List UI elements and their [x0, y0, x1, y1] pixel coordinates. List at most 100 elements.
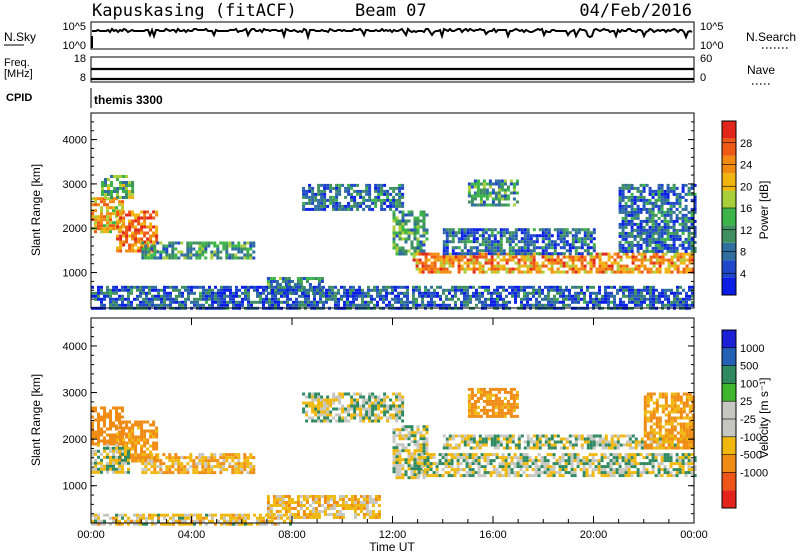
velocity-cell-1 [146, 441, 150, 445]
velocity-cell-7 [495, 453, 499, 457]
power-cell-8 [454, 231, 458, 235]
power-cell-5 [344, 204, 348, 208]
power-cell-0 [100, 200, 103, 204]
power-cell-7 [523, 270, 527, 274]
power-cell-3 [128, 181, 132, 184]
power-cell-11 [133, 285, 136, 289]
power-cell-11 [550, 300, 553, 304]
velocity-cell-4 [305, 516, 309, 519]
power-cell-11 [421, 300, 424, 304]
velocity-cell-4 [290, 513, 294, 516]
power-cell-10 [660, 204, 664, 208]
power-cell-11 [313, 303, 316, 307]
power-cell-11 [583, 300, 586, 304]
power-cell-3 [110, 175, 113, 178]
power-cell-7 [550, 258, 554, 262]
power-cell-8 [487, 252, 491, 256]
power-cell-7 [598, 264, 602, 268]
power-cell-11 [139, 300, 142, 304]
power-cell-7 [655, 261, 659, 265]
power-cell-11 [337, 291, 340, 295]
velocity-cell-6 [410, 467, 414, 471]
power-cell-7 [664, 258, 668, 262]
power-cell-11 [547, 300, 550, 304]
velocity-cell-2 [195, 465, 199, 469]
power-cell-10 [636, 228, 640, 232]
power-cell-6 [392, 213, 396, 217]
power-cell-11 [649, 303, 652, 307]
power-cell-8 [499, 228, 503, 232]
power-cell-11 [259, 297, 262, 301]
power-cell-10 [663, 219, 667, 223]
power-cell-7 [571, 267, 575, 271]
power-cell-7 [442, 258, 446, 262]
power-cell-5 [359, 192, 363, 196]
power-cell-11 [157, 291, 160, 295]
power-cell-11 [496, 297, 499, 301]
power-cell-8 [550, 246, 554, 250]
velocity-cell-4 [335, 501, 339, 504]
power-cell-10 [678, 237, 682, 241]
velocity-cell-5 [368, 416, 372, 420]
power-cell-10 [654, 228, 658, 232]
power-cell-11 [181, 303, 184, 307]
power-cell-4 [311, 277, 315, 280]
power-cell-7 [490, 267, 494, 271]
velocity-cell-5 [326, 395, 330, 399]
power-cell-10 [648, 228, 652, 232]
power-cell-11 [514, 288, 517, 292]
power-cell-8 [523, 243, 527, 247]
power-cell-11 [550, 288, 553, 292]
power-cell-7 [526, 255, 530, 259]
velocity-cell-1 [143, 441, 147, 445]
velocity-cell-7 [465, 465, 469, 469]
power-cell-9 [473, 179, 477, 183]
power-cell-0 [109, 200, 112, 204]
power-cell-7 [625, 270, 629, 274]
power-cell-7 [553, 258, 557, 262]
velocity-cell-7 [573, 459, 577, 463]
power-cell-10 [666, 198, 670, 202]
velocity-cell-7 [570, 471, 574, 475]
velocity-cell-5 [401, 401, 405, 405]
power-cell-11 [334, 285, 337, 289]
power-cell-11 [307, 303, 310, 307]
power-cell-8 [445, 243, 449, 247]
power-cell-11 [160, 300, 163, 304]
power-cell-7 [484, 258, 488, 262]
power-cell-11 [352, 288, 355, 292]
velocity-cell-1 [143, 429, 147, 433]
power-cell-6 [407, 210, 411, 214]
power-cell-7 [649, 255, 653, 259]
velocity-cell-0 [118, 430, 121, 434]
power-cell-11 [148, 297, 151, 301]
power-cell-10 [690, 225, 694, 229]
power-cell-6 [401, 222, 405, 226]
power-cell-11 [625, 285, 628, 289]
power-cell-5 [341, 183, 345, 187]
power-cell-7 [448, 252, 452, 256]
power-cell-4 [278, 286, 282, 289]
velocity-cell-7 [537, 474, 541, 478]
velocity-cell-1 [137, 453, 141, 457]
power-cell-1 [128, 225, 132, 229]
power-cell-11 [481, 291, 484, 295]
power-cell-11 [124, 297, 127, 301]
power-cell-7 [481, 252, 485, 256]
velocity-cell-6 [404, 434, 408, 438]
power-cell-11 [451, 294, 454, 298]
power-cell-11 [385, 285, 388, 289]
power-cell-6 [398, 222, 402, 226]
power-cell-8 [586, 243, 590, 247]
velocity-cell-2 [168, 468, 172, 472]
power-cell-10 [630, 213, 634, 217]
velocity-cell-5 [389, 407, 393, 411]
power-cell-11 [568, 288, 571, 292]
power-cell-7 [469, 258, 473, 262]
power-cell-11 [298, 303, 301, 307]
velocity-cell-2 [141, 462, 145, 466]
power-cell-10 [630, 195, 634, 199]
power-cell-11 [436, 294, 439, 298]
power-cell-8 [505, 237, 509, 241]
power-cell-11 [139, 285, 142, 289]
